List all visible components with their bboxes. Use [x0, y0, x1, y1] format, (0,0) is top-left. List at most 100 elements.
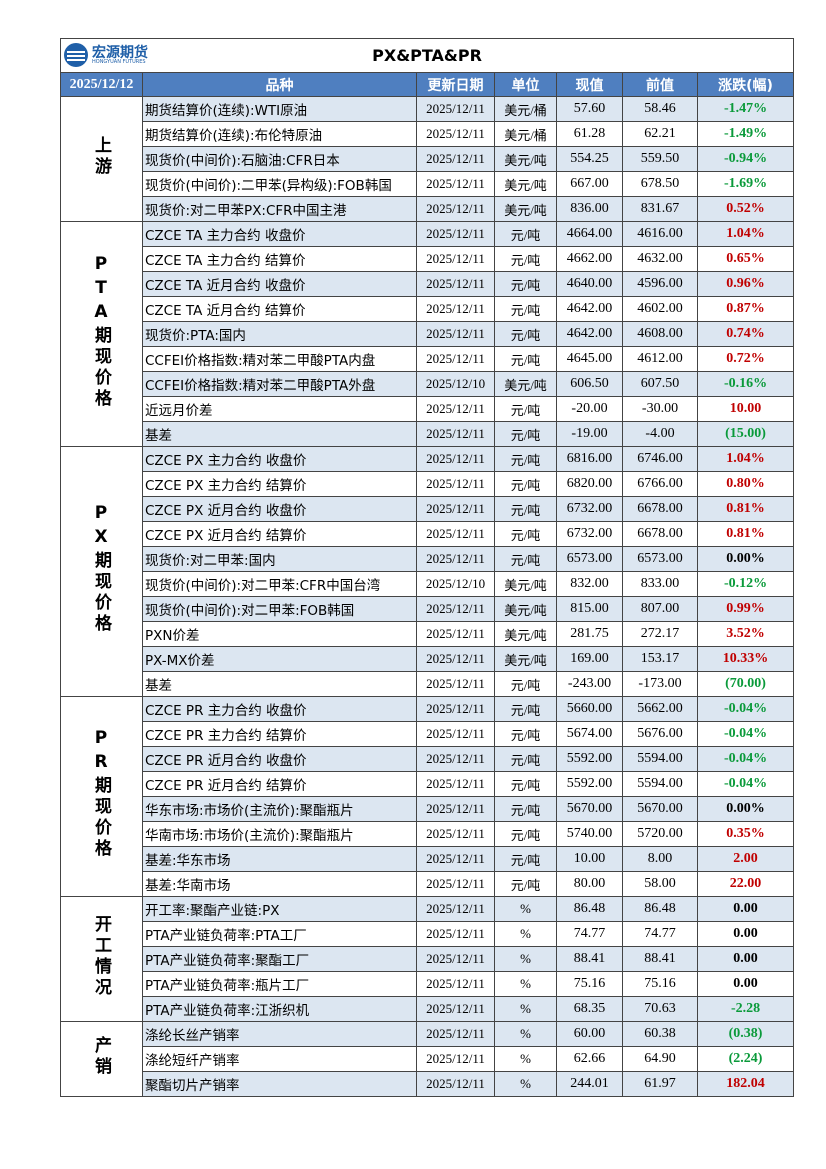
group-label: 上游	[91, 135, 111, 178]
item: 基差:华南市场	[142, 871, 417, 897]
change: 0.00	[696, 946, 795, 972]
current: 4645.00	[556, 346, 623, 372]
unit: 元/吨	[494, 821, 557, 847]
item: PX-MX价差	[142, 646, 417, 672]
previous: -4.00	[622, 421, 698, 447]
previous: 75.16	[622, 971, 698, 997]
current: -243.00	[556, 671, 623, 697]
previous: 70.63	[622, 996, 698, 1022]
previous: 272.17	[622, 621, 698, 647]
previous: 4616.00	[622, 221, 698, 247]
data-row: CZCE TA 主力合约 结算价 2025/12/11 元/吨 4662.00 4632…	[61, 246, 795, 272]
unit: 元/吨	[494, 496, 557, 522]
update-date: 2025/12/11	[416, 671, 495, 697]
current: 74.77	[556, 921, 623, 947]
update-date: 2025/12/11	[416, 421, 495, 447]
update-date: 2025/12/11	[416, 1021, 495, 1047]
update-date: 2025/12/11	[416, 946, 495, 972]
change: 0.65%	[696, 246, 795, 272]
current: 836.00	[556, 196, 623, 222]
group-cell: PTA期现价格	[60, 221, 143, 447]
item: CZCE TA 主力合约 收盘价	[142, 221, 417, 247]
data-row: 现货价(中间价):对二甲苯:FOB韩国 2025/12/11 美元/吨 815.00 8…	[61, 596, 795, 622]
update-date: 2025/12/10	[416, 371, 495, 397]
previous: 5594.00	[622, 771, 698, 797]
column-header: 前值	[622, 72, 698, 97]
current: 169.00	[556, 646, 623, 672]
column-header: 单位	[494, 72, 557, 97]
previous: 5720.00	[622, 821, 698, 847]
previous: 678.50	[622, 171, 698, 197]
update-date: 2025/12/11	[416, 621, 495, 647]
update-date: 2025/12/11	[416, 471, 495, 497]
data-row: CZCE PR 主力合约 结算价 2025/12/11 元/吨 5674.00 5676…	[61, 721, 795, 747]
data-row: PTA产业链负荷率:聚酯工厂 2025/12/11% 88.41 88.41 0.00	[61, 946, 795, 972]
current: 5592.00	[556, 746, 623, 772]
group-label: PX期现价格	[91, 503, 111, 635]
current: 4640.00	[556, 271, 623, 297]
change: 1.04%	[696, 221, 795, 247]
data-row: 期货结算价(连续):布伦特原油 2025/12/11 美元/桶 61.28 62.21-…	[61, 121, 795, 147]
item: CZCE PR 主力合约 收盘价	[142, 696, 417, 722]
item: 基差	[142, 671, 417, 697]
data-row: CZCE TA 近月合约 收盘价 2025/12/11 元/吨 4640.00 4596…	[61, 271, 795, 297]
previous: 74.77	[622, 921, 698, 947]
current: -19.00	[556, 421, 623, 447]
data-row: PX-MX价差 2025/12/11 美元/吨 169.00 153.17 10.33%	[61, 646, 795, 672]
data-row: CZCE PR 近月合约 收盘价 2025/12/11 元/吨 5592.00 5594…	[61, 746, 795, 772]
unit: 美元/吨	[494, 596, 557, 622]
change: 10.33%	[696, 646, 795, 672]
update-date: 2025/12/11	[416, 746, 495, 772]
change: -0.12%	[696, 571, 795, 597]
column-header: 品种	[142, 72, 417, 97]
item: 现货价:对二甲苯PX:CFR中国主港	[142, 196, 417, 222]
item: CCFEI价格指数:精对苯二甲酸PTA外盘	[142, 371, 417, 397]
previous: 807.00	[622, 596, 698, 622]
item: PTA产业链负荷率:聚酯工厂	[142, 946, 417, 972]
unit: 元/吨	[494, 696, 557, 722]
data-row: CZCE PX 主力合约 结算价 2025/12/11 元/吨 6820.00 6766…	[61, 471, 795, 497]
current: 88.41	[556, 946, 623, 972]
item: 现货价(中间价):对二甲苯:CFR中国台湾	[142, 571, 417, 597]
group-cell: 开工情况	[60, 896, 143, 1022]
change: 0.00%	[696, 546, 795, 572]
unit: 元/吨	[494, 346, 557, 372]
update-date: 2025/12/11	[416, 846, 495, 872]
data-row: 现货价:对二甲苯:国内 2025/12/11 元/吨 6573.00 6573.00 0.…	[61, 546, 795, 572]
sheet: 宏源期货 HONGYUAN FUTURES PX&PTA&PR 2025/12/…	[59, 38, 795, 1097]
update-date: 2025/12/11	[416, 971, 495, 997]
update-date: 2025/12/11	[416, 121, 495, 147]
column-header: 更新日期	[416, 72, 495, 97]
unit: 元/吨	[494, 471, 557, 497]
update-date: 2025/12/11	[416, 871, 495, 897]
item: CZCE PX 近月合约 收盘价	[142, 496, 417, 522]
data-row: 产销 涤纶长丝产销率 2025/12/11% 60.00 60.38 (0.38)	[60, 1021, 795, 1097]
change: (0.38)	[696, 1021, 795, 1047]
change: (2.24)	[696, 1046, 795, 1072]
change: -0.94%	[696, 146, 795, 172]
change: 0.81%	[696, 521, 795, 547]
group-cell: PX期现价格	[60, 446, 143, 697]
current: 554.25	[556, 146, 623, 172]
data-row: 基差:华东市场 2025/12/11 元/吨 10.00 8.00 2.00	[61, 846, 795, 872]
previous: 6573.00	[622, 546, 698, 572]
update-date: 2025/12/11	[416, 796, 495, 822]
item: CZCE TA 近月合约 收盘价	[142, 271, 417, 297]
group-cell: 产销	[60, 1021, 143, 1097]
current: 80.00	[556, 871, 623, 897]
data-row: 现货价:对二甲苯PX:CFR中国主港 2025/12/11 美元/吨 836.00 83…	[61, 196, 795, 222]
current: 5670.00	[556, 796, 623, 822]
update-date: 2025/12/11	[416, 171, 495, 197]
previous: 61.97	[622, 1071, 698, 1097]
change: 0.52%	[696, 196, 795, 222]
current: 281.75	[556, 621, 623, 647]
change: -1.69%	[696, 171, 795, 197]
item: 现货价(中间价):石脑油:CFR日本	[142, 146, 417, 172]
previous: 4602.00	[622, 296, 698, 322]
update-date: 2025/12/11	[416, 821, 495, 847]
unit: 元/吨	[494, 721, 557, 747]
item: CZCE PX 主力合约 结算价	[142, 471, 417, 497]
update-date: 2025/12/11	[416, 771, 495, 797]
update-date: 2025/12/11	[416, 496, 495, 522]
